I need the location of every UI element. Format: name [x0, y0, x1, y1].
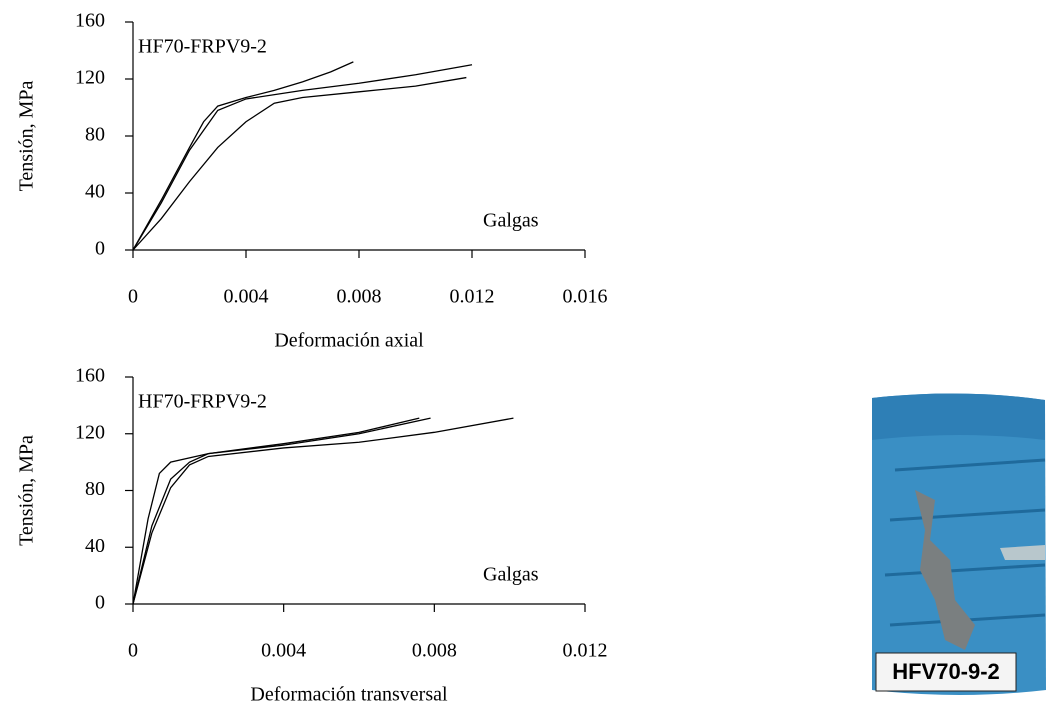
label-tag: [875, 652, 1017, 692]
x-axis-label: Deformación axial: [274, 330, 424, 352]
y-tick-label: 40: [85, 535, 105, 557]
wrap-bands: [884, 458, 1046, 627]
x-tick-label: 0.008: [337, 286, 382, 308]
damage-2: [1000, 545, 1045, 560]
cylinder: [872, 393, 1046, 695]
x-tick-label: 0.012: [563, 640, 608, 662]
y-tick-label: 80: [85, 124, 105, 146]
y-axis-label: Tensión, MPa: [16, 435, 38, 546]
data-line: [132, 417, 514, 605]
y-tick-label: 160: [75, 365, 105, 387]
y-tick-label: 0: [95, 592, 105, 614]
specimen-photo: HFV70-9-2: [855, 388, 1051, 706]
y-tick-label: 40: [85, 181, 105, 203]
y-axis-label: Tensión, MPa: [16, 80, 38, 191]
x-tick-label: 0.012: [450, 286, 495, 308]
x-tick-label: 0: [128, 286, 138, 308]
y-tick-label: 120: [75, 421, 105, 443]
photo-label: HFV70-9-2: [892, 659, 1000, 684]
annotation: HF70-FRPV9-2: [138, 36, 267, 58]
data-line: [132, 417, 431, 605]
annotation: HF70-FRPV9-2: [138, 391, 267, 413]
x-tick-label: 0.004: [261, 640, 306, 662]
note: Galgas: [483, 210, 539, 232]
data-line: [132, 417, 420, 605]
x-axis-label: Deformación transversal: [250, 684, 448, 706]
y-tick-label: 120: [75, 67, 105, 89]
y-tick-label: 80: [85, 478, 105, 500]
note: Galgas: [483, 564, 539, 586]
x-tick-label: 0.008: [412, 640, 457, 662]
damage: [915, 490, 975, 650]
cylinder-top: [872, 393, 1045, 440]
x-tick-label: 0.016: [563, 286, 608, 308]
x-tick-label: 0.004: [224, 286, 269, 308]
x-tick-label: 0: [128, 640, 138, 662]
data-line: [132, 64, 473, 251]
data-line: [132, 61, 354, 251]
data-line: [132, 76, 467, 251]
y-tick-label: 0: [95, 238, 105, 260]
y-tick-label: 160: [75, 10, 105, 32]
